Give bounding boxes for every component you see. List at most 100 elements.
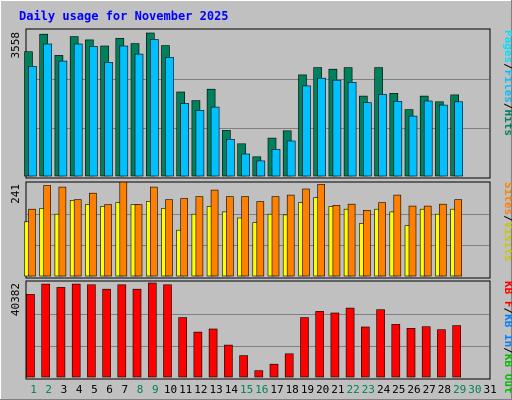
kbytes-bar-kb-f: [330, 312, 340, 378]
x-label-day: 6: [106, 383, 113, 396]
x-label-day: 16: [255, 383, 268, 396]
hits-files-pages-bar-files: [302, 85, 311, 177]
hits-panel-legend: Pages/Files/Hits: [502, 30, 512, 136]
visits-sites-bar-sites: [58, 186, 67, 277]
x-label-day: 17: [270, 383, 283, 396]
visits-sites-bar-sites: [454, 199, 463, 277]
hits-panel-max-label: 3558: [9, 32, 22, 59]
x-label-day: 10: [164, 383, 177, 396]
kbytes-bar-kb-f: [148, 282, 157, 378]
kbytes-bar-kb-f: [26, 294, 35, 378]
visits-sites-bar-sites: [317, 184, 326, 277]
kbytes-bar-kb-f: [315, 311, 325, 378]
kbytes-bar-kb-f: [376, 309, 385, 378]
visits-sites-bar-sites: [347, 203, 356, 277]
hits-files-pages-bar-files: [226, 139, 235, 177]
kbytes-bar-kb-f: [224, 344, 233, 378]
x-label-day: 18: [286, 383, 299, 396]
x-label-day: 23: [362, 383, 375, 396]
x-label-day: 19: [301, 383, 314, 396]
visits-sites-bar-sites: [408, 205, 417, 277]
kbytes-bar-kb-f: [41, 283, 51, 378]
kbytes-bar-kb-f: [360, 326, 370, 378]
x-label-day: 15: [240, 383, 253, 396]
kbytes-bar-kb-f: [406, 327, 416, 378]
visits-sites-bar-sites: [210, 189, 219, 277]
hits-files-pages-bar-files: [347, 82, 357, 177]
kbytes-bar-kb-f: [102, 288, 111, 378]
kbytes-bar-kb-f: [452, 325, 462, 378]
visits-sites-bar-sites: [332, 205, 341, 277]
kbytes-bar-kb-f: [345, 307, 355, 378]
hits-files-pages-bar-files: [393, 101, 403, 177]
x-label-day: 27: [423, 383, 436, 396]
x-label-day: 12: [194, 383, 207, 396]
hits-files-pages-bar-files: [454, 101, 464, 177]
hits-files-pages-bar-files: [286, 140, 296, 177]
x-label-day: 2: [45, 383, 52, 396]
visits-sites-bar-sites: [73, 199, 82, 277]
kbytes-bar-kb-f: [284, 353, 294, 378]
kbytes-bar-kb-f: [269, 363, 279, 378]
x-label-day: 29: [453, 383, 466, 396]
hits-files-pages-bar-files: [104, 61, 113, 177]
hits-files-pages-bar-files: [423, 100, 433, 177]
x-axis-labels: 1 2 3 4 5 6 7 8 9 10 11 12 13 14 15 16 17 18 19 20 21 22 23 24 2…: [30, 383, 497, 396]
x-label-day: 11: [179, 383, 192, 396]
visits-sites-bar-sites: [28, 208, 36, 277]
visits-sites-bar-sites: [150, 186, 158, 277]
x-label-day: 20: [316, 383, 329, 396]
visits-sites-bar-sites: [180, 198, 188, 277]
hits-files-pages-bar-files: [241, 153, 250, 177]
visits-panel-legend: Sites/Visits: [502, 182, 512, 262]
chart-title: Daily usage for November 2025: [19, 9, 229, 23]
hits-files-pages-bar-files: [180, 103, 189, 177]
hits-files-pages-bar-files: [150, 39, 159, 177]
hits-files-pages-bar-files: [271, 149, 281, 177]
x-label-day: 28: [438, 383, 451, 396]
x-label-day: 9: [152, 383, 159, 396]
visits-sites-bar-sites: [271, 196, 280, 277]
x-label-day: 14: [225, 383, 239, 396]
visits-sites-bar-sites: [165, 199, 173, 277]
x-label-day: 3: [61, 383, 68, 396]
visits-sites-bar-sites: [119, 181, 128, 277]
bars: [24, 32, 464, 378]
hits-files-pages-bar-files: [28, 66, 37, 177]
visits-sites-bar-sites: [302, 188, 310, 277]
hits-files-pages-bar-files: [58, 60, 68, 177]
x-label-day: 8: [137, 383, 144, 396]
x-label-day: 26: [407, 383, 420, 396]
kbytes-bar-kb-f: [87, 284, 96, 378]
kbytes-bar-kb-f: [178, 317, 187, 378]
kbytes-bar-kb-f: [208, 328, 218, 378]
visits-panel-max-label: 241: [9, 184, 22, 204]
visits-sites-bar-sites: [226, 196, 234, 277]
visits-sites-bar-sites: [393, 194, 402, 277]
x-label-day: 5: [91, 383, 98, 396]
x-label-day: 21: [331, 383, 344, 396]
kbytes-bar-kb-f: [421, 326, 431, 378]
x-label-day: 22: [346, 383, 359, 396]
kbytes-bar-kb-f: [163, 284, 172, 378]
kbytes-bar-kb-f: [300, 317, 309, 378]
visits-sites-bar-sites: [362, 210, 371, 277]
visits-sites-bar-sites: [89, 192, 97, 277]
hits-files-pages-bar-files: [165, 57, 174, 177]
kbytes-bar-kb-f: [193, 331, 203, 378]
hits-files-pages-bar-files: [195, 110, 205, 177]
hits-files-pages-bar-files: [73, 43, 83, 177]
hits-files-pages-bar-files: [256, 160, 266, 177]
visits-sites-bar-sites: [241, 196, 249, 277]
kbytes-bar-kb-f: [71, 283, 81, 378]
kbytes-bar-kb-f: [391, 324, 401, 378]
hits-files-pages-bar-files: [317, 77, 327, 177]
hits-files-pages-bar-files: [378, 94, 387, 177]
x-label-day: 4: [76, 383, 83, 396]
visits-sites-bar-sites: [134, 204, 143, 277]
x-label-day: 24: [377, 383, 391, 396]
visits-sites-bar-sites: [43, 185, 52, 277]
kbytes-panel-legend: KB F/KB In/KB Out: [502, 281, 512, 394]
x-label-day: 30: [468, 383, 481, 396]
